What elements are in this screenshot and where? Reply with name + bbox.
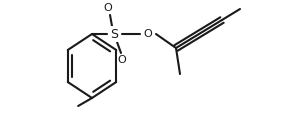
Text: O: O xyxy=(144,29,152,39)
Text: S: S xyxy=(110,27,118,41)
Text: O: O xyxy=(104,3,112,13)
Text: O: O xyxy=(118,55,126,65)
